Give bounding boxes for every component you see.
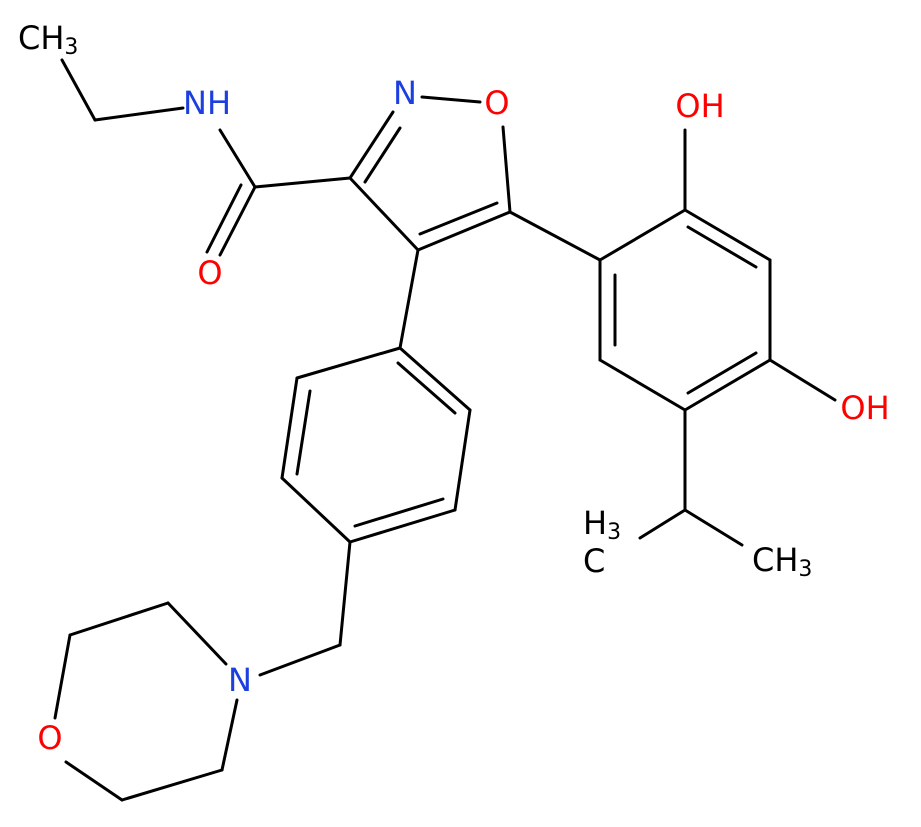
label-part: H — [583, 504, 607, 542]
atom-label: C — [583, 542, 605, 580]
atom-label: O — [197, 254, 222, 292]
atom-label: CH3 — [752, 541, 812, 582]
label-part: 3 — [64, 35, 78, 60]
label-part: 3 — [607, 520, 621, 545]
atom-label: O — [484, 84, 509, 122]
atom-label: O — [37, 719, 62, 757]
atom-label: CH3 — [18, 19, 78, 60]
atom-label: N — [393, 74, 417, 112]
atom-label: OH — [675, 87, 724, 125]
atom-label: H3 — [583, 504, 621, 545]
label-part: CH — [752, 541, 798, 579]
label-part: CH — [18, 19, 64, 57]
atom-label: N — [228, 661, 252, 699]
atom-label: NH — [183, 84, 231, 122]
label-part: 3 — [798, 557, 812, 582]
atom-label: OH — [840, 389, 889, 427]
bonds — [53, 58, 837, 802]
